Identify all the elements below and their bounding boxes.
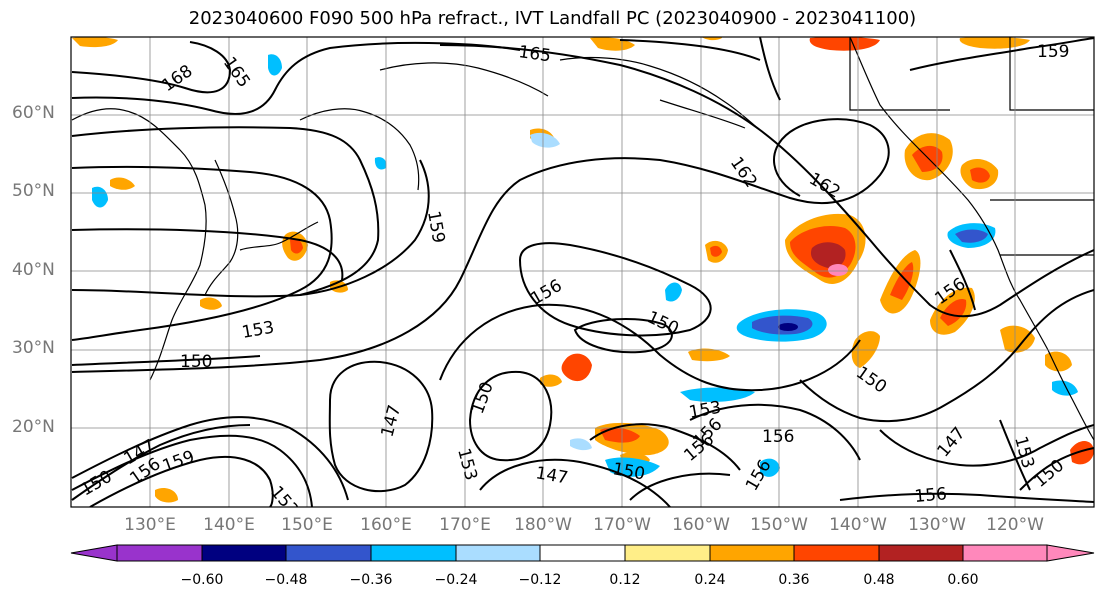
colorbar <box>70 544 1095 562</box>
lat-label: 30°N <box>12 338 55 358</box>
colorbar-tick-label: −0.24 <box>434 572 478 588</box>
lon-label: 160°E <box>360 515 412 535</box>
lon-label: 170°W <box>593 515 651 535</box>
colorbar-tick-label: 0.36 <box>778 572 810 588</box>
colorbar-tick-label: −0.36 <box>349 572 393 588</box>
lon-label: 140°E <box>203 515 255 535</box>
contour-lines <box>71 37 1094 507</box>
map-title: 2023040600 F090 500 hPa refract., IVT La… <box>188 8 917 29</box>
contour-label: 165 <box>517 42 552 66</box>
colorbar-extend-high <box>1046 544 1095 562</box>
lat-label: 50°N <box>12 181 55 201</box>
lon-label: 160°W <box>672 515 730 535</box>
lon-label: 180°W <box>514 515 572 535</box>
lon-label: 150°E <box>281 515 333 535</box>
colorbar-tick-label: 0.60 <box>947 572 979 588</box>
lat-label: 40°N <box>12 260 55 280</box>
lon-label: 130°E <box>124 515 176 535</box>
colorbar-tick-label: 0.24 <box>694 572 726 588</box>
colorbar-tick-label: −0.60 <box>180 572 224 588</box>
colorbar-tick-label: −0.48 <box>264 572 308 588</box>
lon-label: 150°W <box>750 515 808 535</box>
shading-layer <box>72 37 1094 503</box>
colorbar-tick-label: 0.48 <box>863 572 895 588</box>
gridlines <box>71 37 1094 507</box>
lon-label: 170°E <box>439 515 491 535</box>
lon-label: 130°W <box>908 515 966 535</box>
colorbar-extend-low <box>70 544 118 562</box>
lat-label: 60°N <box>12 103 55 123</box>
coastlines <box>71 37 1094 441</box>
colorbar-tick-label: 0.12 <box>609 572 641 588</box>
colorbar-tick-label: −0.12 <box>518 572 562 588</box>
contour-label: 156 <box>914 484 948 507</box>
lon-label: 120°W <box>986 515 1044 535</box>
map-frame <box>70 36 1095 508</box>
contour-label: 150 <box>180 352 212 372</box>
lon-label: 140°W <box>829 515 887 535</box>
contour-label: 159 <box>1037 42 1069 62</box>
contour-label: 156 <box>762 427 794 447</box>
lat-label: 20°N <box>12 417 55 437</box>
